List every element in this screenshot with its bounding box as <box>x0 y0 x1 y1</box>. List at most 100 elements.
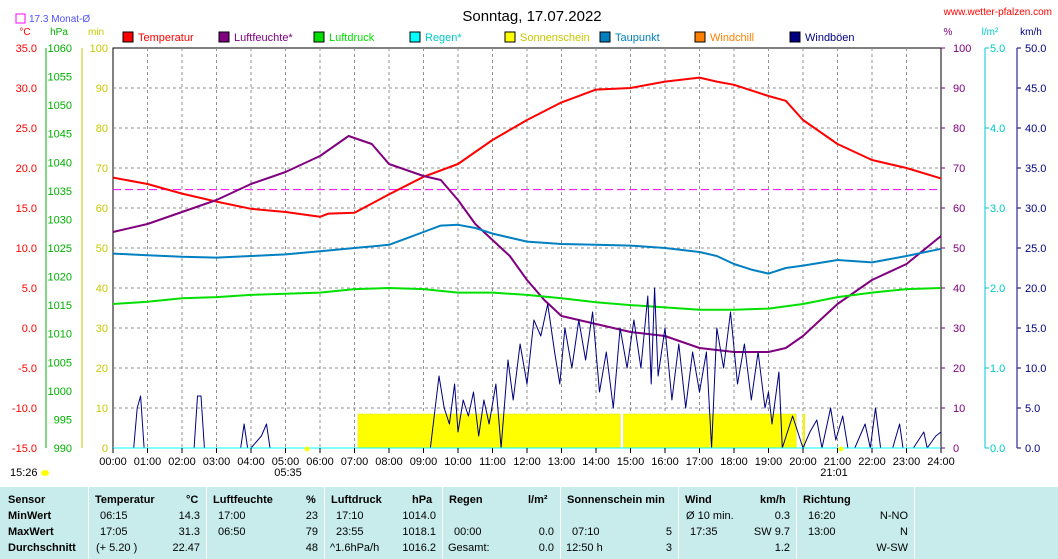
header-humidity-unit: % <box>306 494 316 506</box>
legend-swatch <box>409 31 421 43</box>
column-separator <box>914 487 915 559</box>
column-separator <box>88 487 89 559</box>
column-separator <box>442 487 443 559</box>
minutes-tick-label: 100 <box>90 43 108 55</box>
rain-tick-label: 4.0 <box>990 123 1005 135</box>
cell-temp-value: 14.3 <box>178 510 200 522</box>
pressure-tick-label: 1060 <box>48 43 72 55</box>
legend-label: Windböen <box>805 32 855 44</box>
cell-temp-value: 22.47 <box>172 542 200 554</box>
temperature-tick-label: 30.0 <box>16 83 37 95</box>
pressure-tick-label: 1030 <box>48 214 72 226</box>
cell-temp-time: 06:15 <box>100 510 128 522</box>
x-tick-label: 24:00 <box>927 456 955 468</box>
cell-rain-value: 0.0 <box>538 542 554 554</box>
cell-wind-value: 1.2 <box>774 542 790 554</box>
row-label: Durchschnitt <box>8 542 76 554</box>
cell-wind-value: SW 9.7 <box>753 526 790 538</box>
minutes-tick-label: 30 <box>96 323 108 335</box>
humidity-tick-label: 50 <box>953 243 965 255</box>
series-line-temperatur <box>112 76 942 218</box>
wind-tick-label: 5.0 <box>1025 403 1040 415</box>
x-tick-labels: 00:00 01:00 02:00 03:00 04:00 05:00 06:00 07:00… <box>99 448 955 468</box>
x-tick-label: 21:00 <box>824 456 852 468</box>
legend-label: Taupunkt <box>615 32 660 44</box>
wind-tick-label: 20.0 <box>1025 283 1046 295</box>
legend-label: Temperatur <box>138 32 194 44</box>
month-avg-legend-box <box>15 13 26 24</box>
humidity-tick-label: 30 <box>953 323 965 335</box>
minutes-tick-label: 0 <box>102 443 108 455</box>
weather-chart: Sonntag, 17.07.2022 www.wetter-pfalzen.c… <box>10 7 1052 479</box>
rain-axis-unit: l/m² <box>982 27 999 38</box>
x-tick-label: 16:00 <box>651 456 679 468</box>
minutes-tick-label: 60 <box>96 203 108 215</box>
series-line-luftdruck <box>112 287 942 311</box>
chart-title: Sonntag, 17.07.2022 <box>462 8 601 25</box>
cell-rain-time: Gesamt: <box>448 542 490 554</box>
row-label: MinWert <box>8 510 52 522</box>
cell-hum-time: 17:00 <box>218 510 246 522</box>
temperature-tick-label: -10.0 <box>12 403 37 415</box>
legend-swatch <box>694 31 706 43</box>
humidity-tick-label: 90 <box>953 83 965 95</box>
humidity-tick-label: 40 <box>953 283 965 295</box>
row-label: MaxWert <box>8 526 54 538</box>
grid <box>112 47 942 449</box>
x-tick-label: 18:00 <box>720 456 748 468</box>
column-separator <box>796 487 797 559</box>
minutes-tick-label: 10 <box>96 403 108 415</box>
x-tick-label: 00:00 <box>99 456 127 468</box>
cell-press-value: 1018.1 <box>402 526 436 538</box>
legend-label: Regen* <box>425 32 462 44</box>
header-pressure: Luftdruck <box>331 494 382 506</box>
pressure-tick-label: 1025 <box>48 243 72 255</box>
temperature-tick-label: -5.0 <box>18 363 37 375</box>
cell-sun-time: 07:10 <box>572 526 600 538</box>
pressure-tick-label: 1010 <box>48 329 72 341</box>
x-tick-label: 12:00 <box>513 456 541 468</box>
x-tick-label: 17:00 <box>686 456 714 468</box>
pressure-tick-label: 1005 <box>48 357 72 369</box>
x-tick-label: 02:00 <box>168 456 196 468</box>
cell-dir-value: W-SW <box>876 542 908 554</box>
header-rain-unit: l/m² <box>528 494 548 506</box>
rain-tick-label: 2.0 <box>990 283 1005 295</box>
sunset-label: 21:01 <box>820 467 848 479</box>
legend-swatch <box>218 31 230 43</box>
x-tick-label: 14:00 <box>582 456 610 468</box>
cell-temp-value: 31.3 <box>178 526 200 538</box>
cell-sun-value: 3 <box>665 542 672 554</box>
cell-sun-time: 12:50 h <box>566 542 603 554</box>
temperature-tick-label: 35.0 <box>16 43 37 55</box>
legend: Temperatur Luftfeuchte* Luftdruck Regen* Son… <box>122 31 855 44</box>
cell-hum-value: 23 <box>305 510 318 522</box>
temperature-tick-label: 0.0 <box>22 323 37 335</box>
rain-tick-label: 5.0 <box>990 43 1005 55</box>
header-pressure-unit: hPa <box>412 494 433 506</box>
cell-rain-value: 0.0 <box>538 526 554 538</box>
humidity-tick-label: 20 <box>953 363 965 375</box>
cell-hum-time: 06:50 <box>218 526 246 538</box>
minutes-tick-label: 50 <box>96 243 108 255</box>
sunrise-icon <box>304 446 310 452</box>
wind-tick-label: 0.0 <box>1025 443 1040 455</box>
wind-tick-label: 15.0 <box>1025 323 1046 335</box>
x-tick-label: 10:00 <box>444 456 472 468</box>
pressure-tick-label: 1045 <box>48 129 72 141</box>
humidity-tick-label: 10 <box>953 403 965 415</box>
humidity-axis-unit: % <box>944 27 953 38</box>
legend-label: Windchill <box>710 32 754 44</box>
pressure-tick-label: 1015 <box>48 300 72 312</box>
wind-axis-unit: km/h <box>1020 27 1042 38</box>
rain-tick-label: 0.0 <box>990 443 1005 455</box>
humidity-tick-label: 60 <box>953 203 965 215</box>
sunshine-bar <box>802 413 805 449</box>
x-tick-label: 03:00 <box>203 456 231 468</box>
x-tick-label: 23:00 <box>893 456 921 468</box>
x-tick-label: 07:00 <box>341 456 369 468</box>
x-tick-label: 13:00 <box>548 456 576 468</box>
minutes-tick-label: 70 <box>96 163 108 175</box>
wind-tick-label: 40.0 <box>1025 123 1046 135</box>
wind-tick-label: 45.0 <box>1025 83 1046 95</box>
